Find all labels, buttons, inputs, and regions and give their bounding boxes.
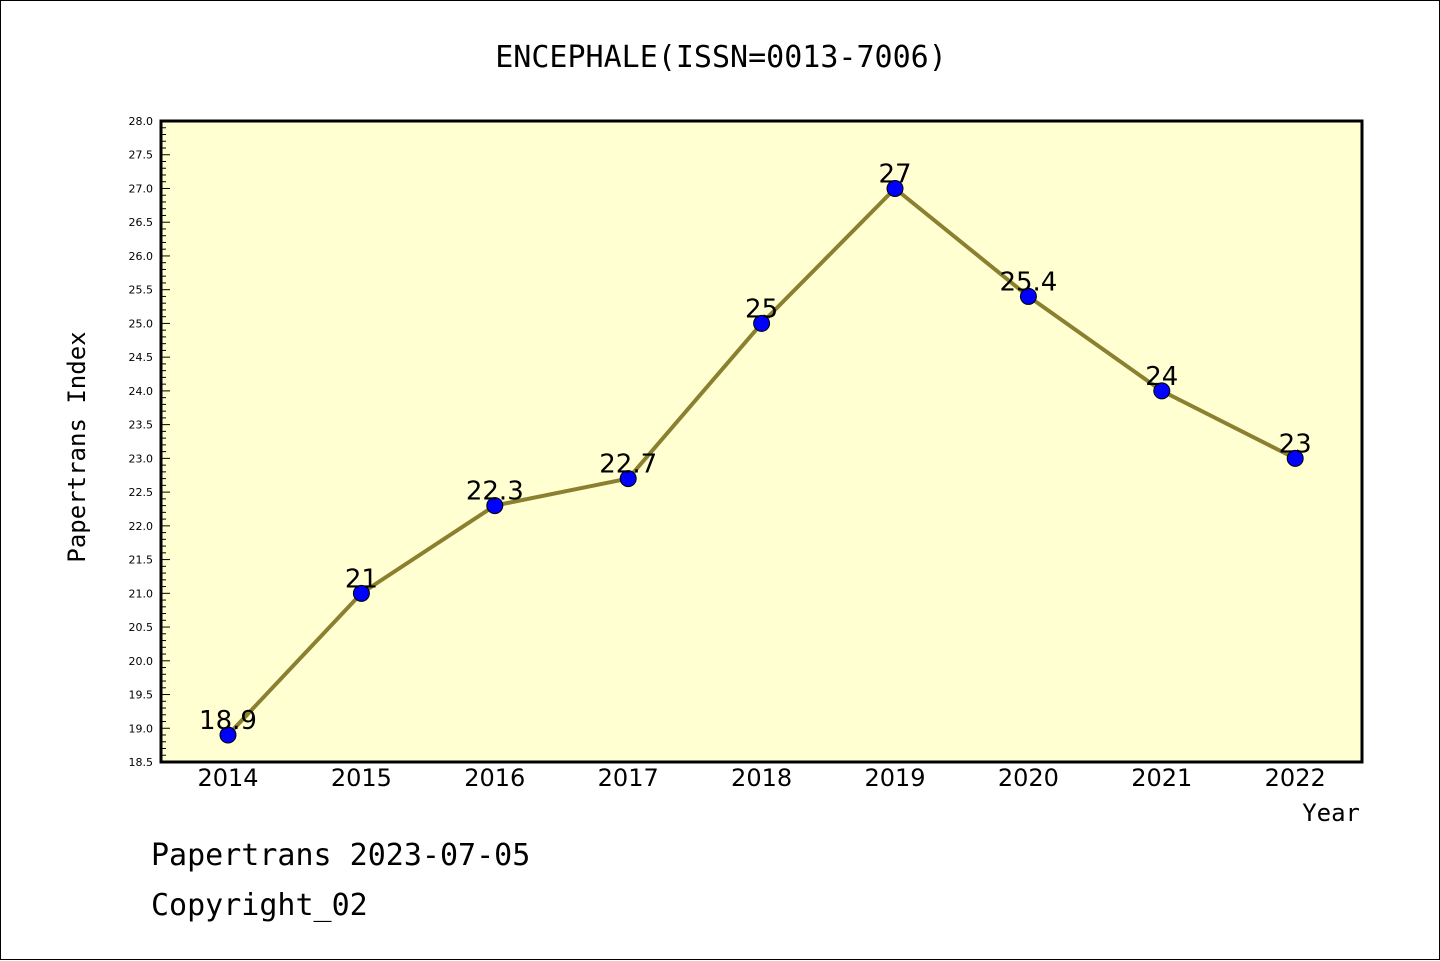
chart-title: ENCEPHALE(ISSN=0013-7006) [495, 40, 947, 75]
plot-area [161, 121, 1362, 762]
data-point [1019, 287, 1037, 305]
data-point [1286, 449, 1304, 467]
data-label: 27 [878, 159, 911, 189]
x-tick-label: 2016 [464, 764, 525, 792]
y-tick-label: 27.0 [129, 182, 154, 195]
data-label: 18.9 [199, 706, 257, 736]
y-tick-label: 25.0 [129, 317, 154, 330]
data-point [886, 179, 904, 197]
x-axis-label: Year [1302, 799, 1360, 827]
y-tick-label: 22.5 [129, 486, 154, 499]
y-tick-label: 20.5 [129, 621, 154, 634]
y-tick-label: 23.0 [129, 452, 154, 465]
data-point [619, 470, 637, 488]
y-tick-label: 24.0 [129, 385, 154, 398]
data-markers [219, 179, 1304, 744]
x-tick-label: 2020 [998, 764, 1059, 792]
y-tick-label: 19.0 [129, 722, 154, 735]
y-tick-label: 21.0 [129, 587, 154, 600]
y-tick-label: 26.5 [129, 216, 154, 229]
y-tick-label: 24.5 [129, 351, 154, 364]
data-point [1153, 382, 1171, 400]
x-axis-ticks: 2014 2015 2016 2017 2018 2019 2020 2021 2022 [197, 764, 1325, 792]
data-label: 21 [345, 564, 378, 594]
data-label: 22.3 [466, 477, 524, 507]
y-tick-label: 26.0 [129, 250, 154, 263]
y-tick-label: 22.0 [129, 520, 154, 533]
y-tick-label: 18.5 [129, 756, 154, 769]
y-tick-label: 27.5 [129, 149, 154, 162]
y-tick-label: 19.5 [129, 689, 154, 702]
x-tick-label: 2017 [598, 764, 659, 792]
y-tick-label: 21.5 [129, 554, 154, 567]
y-tick-label: 28.0 [129, 115, 154, 128]
data-label: 22.7 [599, 450, 657, 480]
data-label: 25.4 [999, 267, 1057, 297]
x-tick-label: 2021 [1131, 764, 1192, 792]
footer-date: Papertrans 2023-07-05 [151, 838, 530, 873]
y-axis-label: Papertrans Index [63, 331, 91, 562]
data-point [352, 584, 370, 602]
x-tick-label: 2019 [864, 764, 925, 792]
x-tick-label: 2014 [197, 764, 258, 792]
data-labels: 18.9 21 22.3 22.7 25 27 25.4 24 23 [199, 159, 1312, 736]
data-label: 25 [745, 294, 778, 324]
plot-border [159, 119, 1364, 764]
y-tick-label: 20.0 [129, 655, 154, 668]
data-label: 24 [1145, 362, 1178, 392]
data-point [753, 314, 771, 332]
x-tick-label: 2018 [731, 764, 792, 792]
data-point [486, 497, 504, 515]
data-point [219, 726, 237, 744]
data-label: 23 [1279, 429, 1312, 459]
y-tick-label: 23.5 [129, 419, 154, 432]
x-tick-label: 2022 [1265, 764, 1326, 792]
footer-copyright: Copyright_02 [151, 888, 368, 923]
x-tick-label: 2015 [331, 764, 392, 792]
y-tick-label: 25.5 [129, 284, 154, 297]
